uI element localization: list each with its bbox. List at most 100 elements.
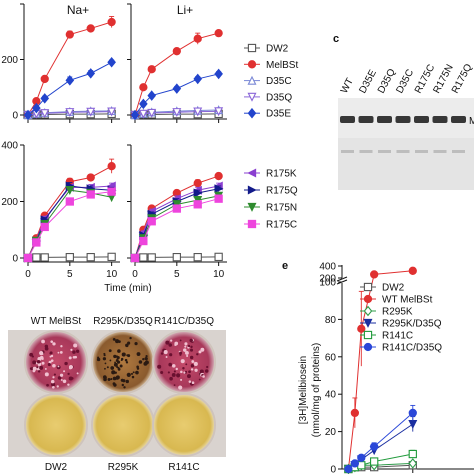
data-point xyxy=(172,83,182,94)
legend-marker xyxy=(363,282,373,292)
faint-band xyxy=(452,150,465,153)
legend-label: R175K xyxy=(266,169,297,180)
colony xyxy=(126,372,131,377)
lane-label: WT xyxy=(339,77,356,96)
legend-marker xyxy=(247,202,257,212)
colony xyxy=(73,343,78,348)
colony xyxy=(41,357,44,361)
colony xyxy=(132,371,135,374)
colony xyxy=(131,375,135,379)
colony xyxy=(124,358,128,362)
series-DW2 xyxy=(130,252,223,263)
data-point xyxy=(107,252,116,262)
colony xyxy=(76,372,79,375)
colony xyxy=(67,383,70,386)
y-tick-label: 100 xyxy=(319,278,336,289)
series-line xyxy=(134,32,219,116)
colony xyxy=(41,339,45,344)
data-point xyxy=(350,459,360,468)
data-point xyxy=(193,200,202,209)
legend-marker xyxy=(247,43,257,53)
series-line xyxy=(27,185,112,259)
data-point xyxy=(40,74,49,84)
legend-marker xyxy=(363,305,373,317)
data-point xyxy=(357,324,366,333)
data-point xyxy=(370,442,379,451)
y-axis-label: [3H]Melibiosein xyxy=(298,356,309,424)
data-point xyxy=(147,90,157,101)
colony xyxy=(32,366,37,371)
colony xyxy=(52,363,56,368)
colony xyxy=(70,348,73,351)
legend-item-R141C_D35Q: R141C/D35Q xyxy=(360,343,442,354)
legend-label: R175C xyxy=(266,220,297,231)
colony xyxy=(106,366,109,369)
y-tick-label: 60 xyxy=(325,352,337,363)
y-tick-label: 0 xyxy=(12,254,18,265)
data-point xyxy=(147,108,157,118)
plot-mid-li: 0 5 10 Time (min) xyxy=(104,144,227,294)
colony xyxy=(123,386,126,389)
colony xyxy=(44,372,49,377)
colony xyxy=(108,349,112,353)
legend-item-R141C: R141C xyxy=(360,331,413,342)
colony xyxy=(198,378,201,381)
plate-top-label: R295K/D35Q xyxy=(93,316,153,327)
data-point xyxy=(214,194,223,203)
colony xyxy=(126,354,129,357)
data-point xyxy=(357,453,366,462)
data-point xyxy=(214,184,224,194)
data-point xyxy=(40,222,49,232)
x-tick-label: 0 xyxy=(132,269,138,280)
series-D35Q xyxy=(23,107,117,120)
series-MelB xyxy=(130,171,223,263)
colony xyxy=(41,361,45,365)
data-point xyxy=(130,109,140,121)
y-tick-label: 0 xyxy=(12,111,18,122)
data-point xyxy=(86,253,95,262)
panel-label-e: e xyxy=(282,260,288,272)
plates-panel: WT MelBSt R295K/D35Q R141C/D35Q DW2 R295K R14… xyxy=(8,316,226,473)
agar-plate-control xyxy=(24,393,88,457)
colony xyxy=(125,343,129,348)
colony xyxy=(50,359,54,362)
colony xyxy=(75,349,80,353)
data-point xyxy=(193,253,202,262)
colony xyxy=(117,349,121,353)
data-point xyxy=(408,408,417,418)
legend-label: DW2 xyxy=(382,283,405,294)
legend-label: R141C/D35Q xyxy=(382,343,442,354)
legend-item-DW2: DW2 xyxy=(244,44,289,55)
y-tick-label: 400 xyxy=(319,262,336,273)
colony xyxy=(178,385,183,390)
plate-top-label: WT MelBSt xyxy=(31,316,82,327)
colony xyxy=(186,354,189,357)
data-point xyxy=(107,107,117,117)
legend-item-R295K: R295K xyxy=(360,305,413,318)
faint-band xyxy=(396,150,410,153)
colony xyxy=(121,378,124,381)
legend-marker xyxy=(247,168,257,178)
legend-label: R175Q xyxy=(266,186,298,197)
data-point xyxy=(147,217,156,226)
colony xyxy=(56,385,59,388)
plate-bottom-label: R141C xyxy=(168,462,199,473)
colony xyxy=(180,359,185,364)
colony xyxy=(126,341,131,345)
colony xyxy=(198,350,202,354)
plot-top-na: 0 200 Na+ xyxy=(1,3,120,123)
colony xyxy=(168,343,173,347)
colony xyxy=(67,372,70,376)
protein-band xyxy=(358,116,374,123)
data-point xyxy=(147,65,156,74)
faint-band xyxy=(359,150,373,153)
colony xyxy=(125,379,129,384)
colony xyxy=(186,374,191,379)
colony xyxy=(44,367,47,370)
colony xyxy=(179,351,183,355)
legend-item-R175K: R175K xyxy=(244,169,297,180)
plot-panel-e: e02040608010020040005[3H]Melibiosein(nmo… xyxy=(282,260,474,474)
colony xyxy=(111,370,116,375)
colony xyxy=(136,367,140,370)
colony xyxy=(144,357,148,361)
